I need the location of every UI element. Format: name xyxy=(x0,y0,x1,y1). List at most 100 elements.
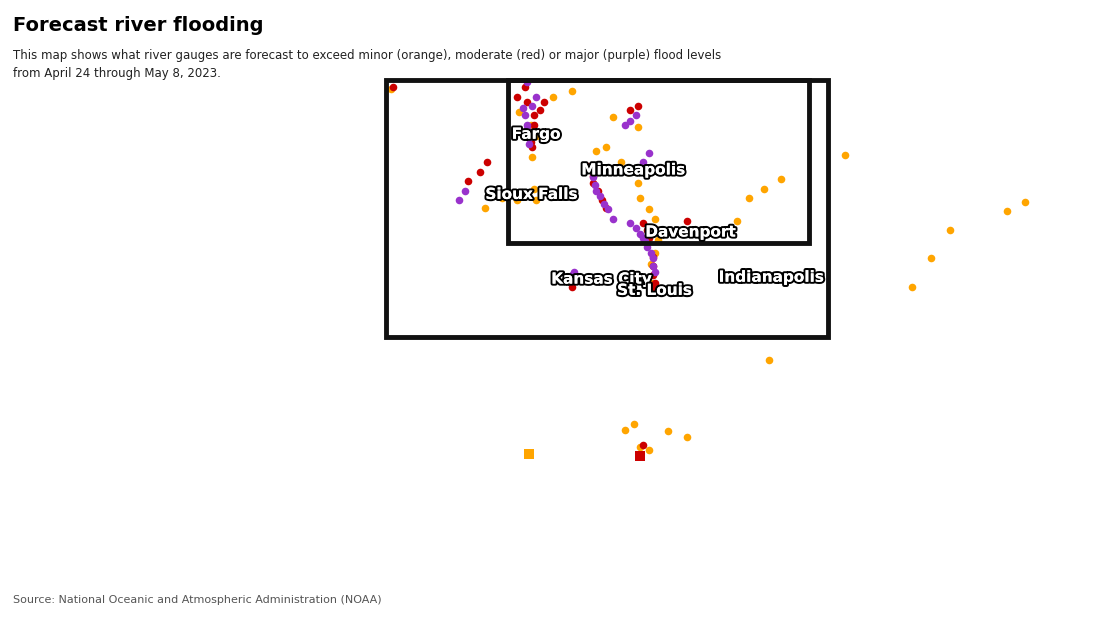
Point xyxy=(478,157,496,167)
Point xyxy=(616,120,634,130)
Point xyxy=(636,236,654,246)
Point xyxy=(587,146,605,156)
Point xyxy=(587,186,605,196)
Point xyxy=(640,446,658,456)
Point xyxy=(508,195,526,205)
Point xyxy=(563,86,581,96)
Text: Source: National Oceanic and Atmospheric Administration (NOAA): Source: National Oceanic and Atmospheric… xyxy=(13,595,382,605)
Point xyxy=(635,157,653,167)
Point xyxy=(598,205,616,215)
Point xyxy=(630,451,648,461)
Point xyxy=(904,281,921,291)
Point xyxy=(524,101,542,111)
Point xyxy=(524,142,542,152)
Text: Fargo: Fargo xyxy=(512,127,561,142)
Point xyxy=(998,207,1016,217)
Point xyxy=(522,137,539,147)
Point xyxy=(584,178,602,188)
Point xyxy=(524,129,542,139)
Point xyxy=(612,157,629,167)
Point xyxy=(605,214,623,224)
Point xyxy=(648,225,666,235)
Text: Kansas City: Kansas City xyxy=(552,271,652,286)
Point xyxy=(586,180,604,190)
Point xyxy=(518,124,536,134)
Bar xyxy=(385,80,828,338)
Point xyxy=(640,148,658,158)
Point xyxy=(941,225,959,235)
Point xyxy=(627,223,645,233)
Point xyxy=(544,92,562,102)
Point xyxy=(836,150,854,160)
Point xyxy=(525,120,543,130)
Text: Forecast river flooding: Forecast river flooding xyxy=(13,16,264,34)
Point xyxy=(635,218,653,228)
Point xyxy=(565,266,583,276)
Point xyxy=(640,205,658,215)
Point xyxy=(625,419,643,429)
Point xyxy=(476,203,494,213)
Point xyxy=(638,225,656,235)
Point xyxy=(527,131,545,141)
Bar xyxy=(508,80,809,243)
Point xyxy=(622,105,639,115)
Point xyxy=(644,261,662,271)
Point xyxy=(619,167,637,177)
Text: This map shows what river gauges are forecast to exceed minor (orange), moderate: This map shows what river gauges are for… xyxy=(13,49,722,80)
Point xyxy=(622,218,639,228)
Point xyxy=(630,442,648,452)
Point xyxy=(640,233,658,243)
Point xyxy=(589,186,607,196)
Point xyxy=(565,272,583,282)
Point xyxy=(563,281,581,291)
Point xyxy=(649,235,667,245)
Text: Indianapolis: Indianapolis xyxy=(718,270,824,285)
Text: St. Louis: St. Louis xyxy=(617,283,692,298)
Point xyxy=(593,195,610,205)
Point xyxy=(524,152,542,162)
Point xyxy=(642,259,659,269)
Point xyxy=(511,107,528,117)
Point xyxy=(605,112,623,122)
Text: Davenport: Davenport xyxy=(645,225,736,240)
Point xyxy=(659,426,677,436)
Point xyxy=(525,110,543,120)
Text: Minneapolis: Minneapolis xyxy=(582,162,685,177)
Point xyxy=(516,82,534,92)
Point xyxy=(519,139,537,149)
Point xyxy=(642,278,659,288)
Point xyxy=(563,276,581,286)
Point xyxy=(519,449,537,459)
Point xyxy=(644,270,662,280)
Point xyxy=(597,203,615,213)
Point xyxy=(471,167,488,177)
Point xyxy=(595,199,613,209)
Point xyxy=(582,165,599,175)
Point xyxy=(616,424,634,434)
Point xyxy=(578,161,596,171)
Point xyxy=(644,261,662,271)
Point xyxy=(678,216,696,226)
Point xyxy=(527,195,545,205)
Point xyxy=(630,193,648,203)
Point xyxy=(630,229,648,239)
Point xyxy=(635,233,653,243)
Point xyxy=(622,116,639,126)
Point xyxy=(518,97,536,107)
Point xyxy=(516,110,534,120)
Point xyxy=(531,105,548,115)
Point xyxy=(728,216,746,226)
Point xyxy=(597,142,615,152)
Point xyxy=(629,101,647,111)
Point xyxy=(646,214,664,224)
Point xyxy=(646,283,664,293)
Point xyxy=(535,97,553,107)
Point xyxy=(525,184,543,194)
Point xyxy=(584,170,602,180)
Point xyxy=(522,120,539,130)
Point xyxy=(678,432,696,442)
Point xyxy=(771,174,789,184)
Point xyxy=(644,253,662,263)
Point xyxy=(646,248,664,258)
Point xyxy=(518,77,536,87)
